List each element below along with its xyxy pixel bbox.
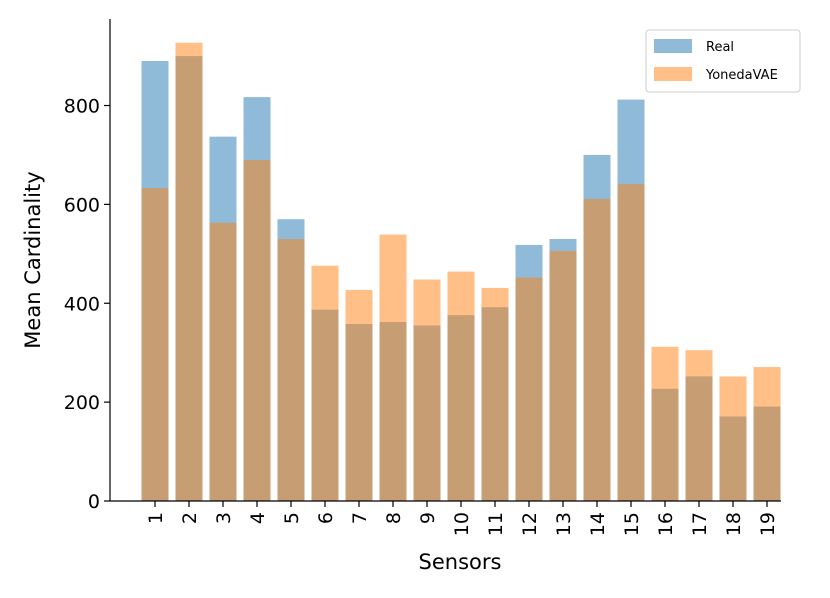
x-tick-label-15: 15 bbox=[621, 512, 643, 536]
x-ticks: 1 2 3 4 5 6 7 8 9 10 11 12 13 14 15 16 17 18 19 bbox=[145, 501, 779, 536]
x-tick-label-18: 18 bbox=[723, 512, 745, 536]
x-tick-label-13: 13 bbox=[553, 512, 575, 536]
bar-yonedavae-14 bbox=[583, 198, 611, 502]
y-tick-label-600: 600 bbox=[64, 194, 100, 216]
x-tick-label-10: 10 bbox=[451, 512, 473, 536]
bar-yonedavae-6 bbox=[311, 265, 339, 501]
x-axis-label: Sensors bbox=[419, 550, 502, 574]
bar-yonedavae-13 bbox=[549, 250, 577, 501]
bar-yonedavae-2 bbox=[175, 42, 203, 502]
bar-yonedavae-16 bbox=[651, 346, 679, 501]
x-tick-label-8: 8 bbox=[383, 512, 405, 524]
x-tick-label-17: 17 bbox=[689, 512, 711, 536]
bar-yonedavae-10 bbox=[447, 271, 475, 501]
bar-yonedavae-12 bbox=[515, 277, 543, 501]
y-tick-label-400: 400 bbox=[64, 293, 100, 315]
bar-yonedavae-1 bbox=[141, 188, 169, 501]
legend-label-yonedavae: YonedaVAE bbox=[705, 68, 778, 83]
x-tick-label-16: 16 bbox=[655, 512, 677, 536]
bar-yonedavae-17 bbox=[685, 350, 713, 501]
x-tick-label-5: 5 bbox=[281, 512, 303, 524]
y-ticks: 0 200 400 600 800 bbox=[64, 96, 110, 513]
x-tick-label-4: 4 bbox=[247, 512, 269, 524]
bar-yonedavae-7 bbox=[345, 289, 373, 501]
bar-yonedavae-19 bbox=[753, 367, 781, 501]
bar-yonedavae-18 bbox=[719, 376, 747, 501]
x-tick-label-11: 11 bbox=[485, 512, 507, 536]
bar-yonedavae-15 bbox=[617, 184, 645, 501]
y-tick-label-0: 0 bbox=[88, 491, 100, 513]
legend-swatch-yonedavae bbox=[654, 67, 692, 81]
y-tick-label-800: 800 bbox=[64, 96, 100, 118]
bar-yonedavae-9 bbox=[413, 279, 441, 501]
bars-layer bbox=[141, 42, 781, 502]
bar-yonedavae-5 bbox=[277, 238, 305, 501]
x-tick-label-14: 14 bbox=[587, 512, 609, 536]
legend: Real YonedaVAE bbox=[645, 29, 801, 93]
axes-layer bbox=[109, 19, 781, 502]
x-tick-label-19: 19 bbox=[757, 512, 779, 536]
y-tick-label-200: 200 bbox=[64, 392, 100, 414]
x-tick-label-9: 9 bbox=[417, 512, 439, 524]
x-tick-label-7: 7 bbox=[349, 512, 371, 524]
y-axis-label: Mean Cardinality bbox=[21, 171, 45, 348]
bar-yonedavae-4 bbox=[243, 159, 271, 501]
bar-yonedavae-3 bbox=[209, 222, 237, 501]
bar-yonedavae-11 bbox=[481, 287, 509, 501]
x-tick-label-1: 1 bbox=[145, 512, 167, 524]
x-tick-label-6: 6 bbox=[315, 512, 337, 524]
x-tick-label-2: 2 bbox=[179, 512, 201, 524]
bar-yonedavae-8 bbox=[379, 234, 407, 501]
legend-swatch-real bbox=[654, 39, 692, 53]
legend-label-real: Real bbox=[706, 40, 734, 55]
x-tick-label-3: 3 bbox=[213, 512, 235, 524]
x-tick-label-12: 12 bbox=[519, 512, 541, 536]
